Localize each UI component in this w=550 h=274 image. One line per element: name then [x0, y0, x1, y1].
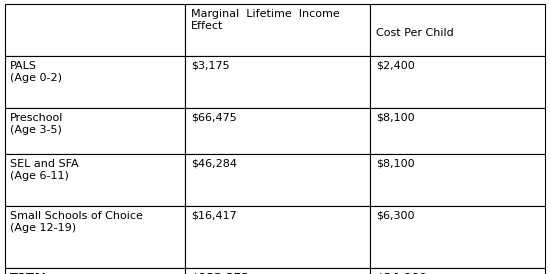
Bar	[5, 4, 185, 56]
Text: $8,100: $8,100	[376, 159, 415, 169]
Bar	[5, 56, 185, 108]
Bar	[185, 268, 370, 274]
Text: $16,417: $16,417	[191, 211, 236, 221]
Text: $66,475: $66,475	[191, 113, 236, 123]
Bar	[185, 154, 370, 206]
Text: $132,352: $132,352	[191, 273, 249, 274]
Text: Small Schools of Choice
(Age 12-19): Small Schools of Choice (Age 12-19)	[10, 211, 143, 233]
Text: $46,284: $46,284	[191, 159, 237, 169]
Bar	[370, 206, 545, 268]
Text: Marginal  Lifetime  Income
Effect: Marginal Lifetime Income Effect	[191, 9, 340, 31]
Bar	[185, 56, 370, 108]
Bar	[5, 268, 185, 274]
Text: Cost Per Child: Cost Per Child	[376, 28, 454, 38]
Bar	[370, 268, 545, 274]
Text: $24,900: $24,900	[376, 273, 427, 274]
Bar	[5, 206, 185, 268]
Text: $6,300: $6,300	[376, 211, 415, 221]
Bar	[370, 154, 545, 206]
Text: SEL and SFA
(Age 6-11): SEL and SFA (Age 6-11)	[10, 159, 79, 181]
Text: TOTAL: TOTAL	[10, 273, 49, 274]
Bar	[370, 4, 545, 56]
Bar	[370, 108, 545, 154]
Bar	[185, 206, 370, 268]
Text: $2,400: $2,400	[376, 61, 415, 71]
Text: $8,100: $8,100	[376, 113, 415, 123]
Bar	[185, 108, 370, 154]
Bar	[185, 4, 370, 56]
Text: $3,175: $3,175	[191, 61, 230, 71]
Bar	[5, 108, 185, 154]
Bar	[5, 154, 185, 206]
Text: PALS
(Age 0-2): PALS (Age 0-2)	[10, 61, 62, 82]
Text: Preschool
(Age 3-5): Preschool (Age 3-5)	[10, 113, 63, 135]
Bar	[370, 56, 545, 108]
